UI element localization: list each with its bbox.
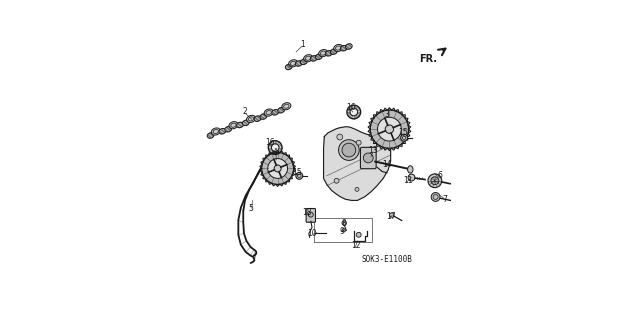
Circle shape bbox=[408, 174, 415, 181]
Ellipse shape bbox=[333, 44, 343, 52]
Text: FR.: FR. bbox=[419, 54, 437, 64]
Circle shape bbox=[342, 229, 346, 232]
Text: 18: 18 bbox=[302, 208, 312, 217]
Circle shape bbox=[431, 177, 439, 185]
Ellipse shape bbox=[285, 64, 292, 70]
Ellipse shape bbox=[219, 129, 226, 134]
Text: 7: 7 bbox=[442, 195, 447, 204]
Text: 10: 10 bbox=[307, 229, 317, 238]
Ellipse shape bbox=[346, 44, 352, 49]
FancyBboxPatch shape bbox=[360, 147, 376, 169]
Ellipse shape bbox=[303, 55, 313, 62]
Circle shape bbox=[347, 105, 361, 119]
Text: 9: 9 bbox=[339, 226, 344, 236]
Ellipse shape bbox=[316, 54, 322, 59]
Ellipse shape bbox=[272, 109, 278, 115]
Text: 15: 15 bbox=[398, 128, 408, 137]
Circle shape bbox=[350, 108, 358, 116]
Ellipse shape bbox=[225, 126, 232, 132]
Circle shape bbox=[431, 193, 440, 201]
Text: 11: 11 bbox=[403, 176, 413, 185]
Circle shape bbox=[262, 152, 294, 184]
Ellipse shape bbox=[296, 61, 302, 66]
Ellipse shape bbox=[260, 114, 267, 119]
Ellipse shape bbox=[325, 50, 332, 56]
Ellipse shape bbox=[289, 60, 298, 67]
Polygon shape bbox=[324, 127, 390, 200]
Text: 8: 8 bbox=[342, 219, 346, 228]
Ellipse shape bbox=[229, 122, 238, 129]
Circle shape bbox=[274, 165, 281, 172]
Text: 5: 5 bbox=[248, 204, 253, 213]
Ellipse shape bbox=[254, 116, 261, 122]
Text: 16: 16 bbox=[346, 102, 356, 112]
Ellipse shape bbox=[408, 166, 413, 173]
Ellipse shape bbox=[211, 128, 220, 135]
Circle shape bbox=[268, 141, 282, 154]
Ellipse shape bbox=[310, 56, 317, 61]
Text: 13: 13 bbox=[369, 145, 378, 154]
Circle shape bbox=[390, 213, 394, 217]
Text: SOK3-E1100B: SOK3-E1100B bbox=[362, 255, 412, 264]
Circle shape bbox=[428, 174, 442, 188]
Text: 2: 2 bbox=[242, 108, 247, 116]
Ellipse shape bbox=[319, 49, 328, 57]
Circle shape bbox=[356, 232, 361, 237]
Ellipse shape bbox=[207, 133, 214, 138]
Circle shape bbox=[268, 159, 287, 178]
Circle shape bbox=[339, 140, 359, 160]
Circle shape bbox=[271, 144, 279, 152]
Circle shape bbox=[401, 134, 408, 141]
Circle shape bbox=[385, 125, 394, 133]
Text: 14: 14 bbox=[382, 160, 392, 169]
Circle shape bbox=[356, 140, 361, 145]
Ellipse shape bbox=[282, 103, 291, 110]
Ellipse shape bbox=[237, 122, 243, 128]
Circle shape bbox=[355, 187, 359, 191]
Text: 17: 17 bbox=[386, 212, 396, 221]
Ellipse shape bbox=[300, 59, 307, 64]
Circle shape bbox=[342, 221, 346, 225]
Ellipse shape bbox=[243, 120, 249, 126]
Ellipse shape bbox=[340, 45, 347, 51]
Circle shape bbox=[371, 110, 408, 148]
Circle shape bbox=[342, 143, 356, 157]
Text: 12: 12 bbox=[351, 241, 361, 250]
Circle shape bbox=[334, 178, 339, 183]
Ellipse shape bbox=[264, 109, 273, 116]
Text: 15: 15 bbox=[292, 168, 302, 177]
Circle shape bbox=[364, 153, 373, 163]
Circle shape bbox=[296, 172, 303, 179]
Circle shape bbox=[337, 134, 343, 140]
Text: 1: 1 bbox=[300, 40, 305, 49]
Circle shape bbox=[378, 117, 401, 141]
Text: 4: 4 bbox=[273, 148, 278, 157]
Text: 6: 6 bbox=[437, 171, 442, 180]
Ellipse shape bbox=[278, 108, 284, 113]
Ellipse shape bbox=[330, 49, 337, 54]
Text: 16: 16 bbox=[266, 138, 275, 147]
FancyBboxPatch shape bbox=[306, 209, 316, 222]
Ellipse shape bbox=[246, 115, 255, 122]
Circle shape bbox=[308, 212, 313, 217]
Text: 3: 3 bbox=[385, 110, 389, 119]
